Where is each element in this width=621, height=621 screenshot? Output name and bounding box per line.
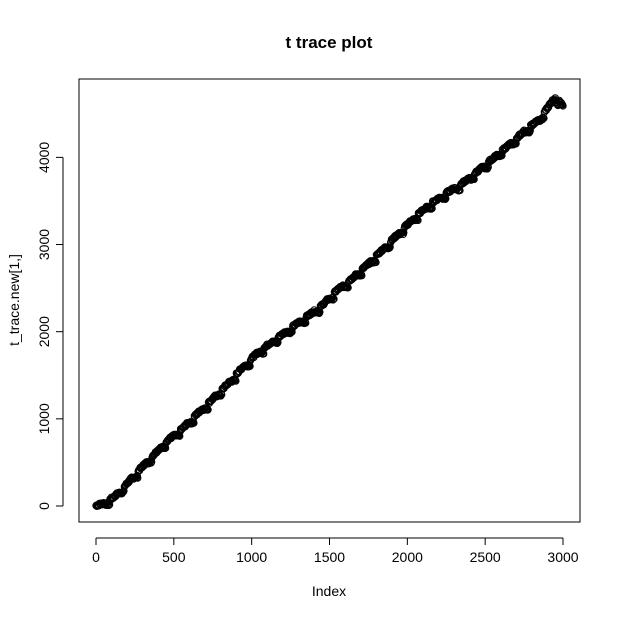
y-tick-label: 2000 <box>36 316 52 347</box>
y-tick-label: 0 <box>36 502 52 510</box>
x-tick-label: 0 <box>92 549 100 565</box>
x-axis: 0 500 1000 1500 2000 2500 3000 <box>92 537 579 565</box>
x-tick-label: 2000 <box>392 549 423 565</box>
data-point <box>232 377 240 385</box>
y-tick-label: 1000 <box>36 403 52 434</box>
x-tick-label: 1500 <box>314 549 345 565</box>
x-tick-label: 1000 <box>236 549 267 565</box>
plot-frame <box>78 78 581 523</box>
x-tick-label: 3000 <box>547 549 578 565</box>
chart-title: t trace plot <box>286 33 373 52</box>
x-axis-label: Index <box>312 583 346 599</box>
data-points <box>92 94 567 510</box>
data-point <box>358 271 366 280</box>
data-point <box>246 362 254 370</box>
data-point <box>386 243 394 251</box>
data-point <box>372 258 380 267</box>
data-point <box>559 102 567 110</box>
data-point <box>105 501 114 509</box>
x-tick-label: 500 <box>162 549 186 565</box>
y-tick-label: 3000 <box>36 229 52 260</box>
data-point <box>330 295 338 303</box>
x-tick-label: 2500 <box>470 549 501 565</box>
y-axis: 0 1000 2000 3000 4000 <box>36 142 64 510</box>
y-tick-label: 4000 <box>36 142 52 173</box>
data-point <box>274 338 282 347</box>
y-axis-label: t_trace.new[1,] <box>6 254 22 346</box>
